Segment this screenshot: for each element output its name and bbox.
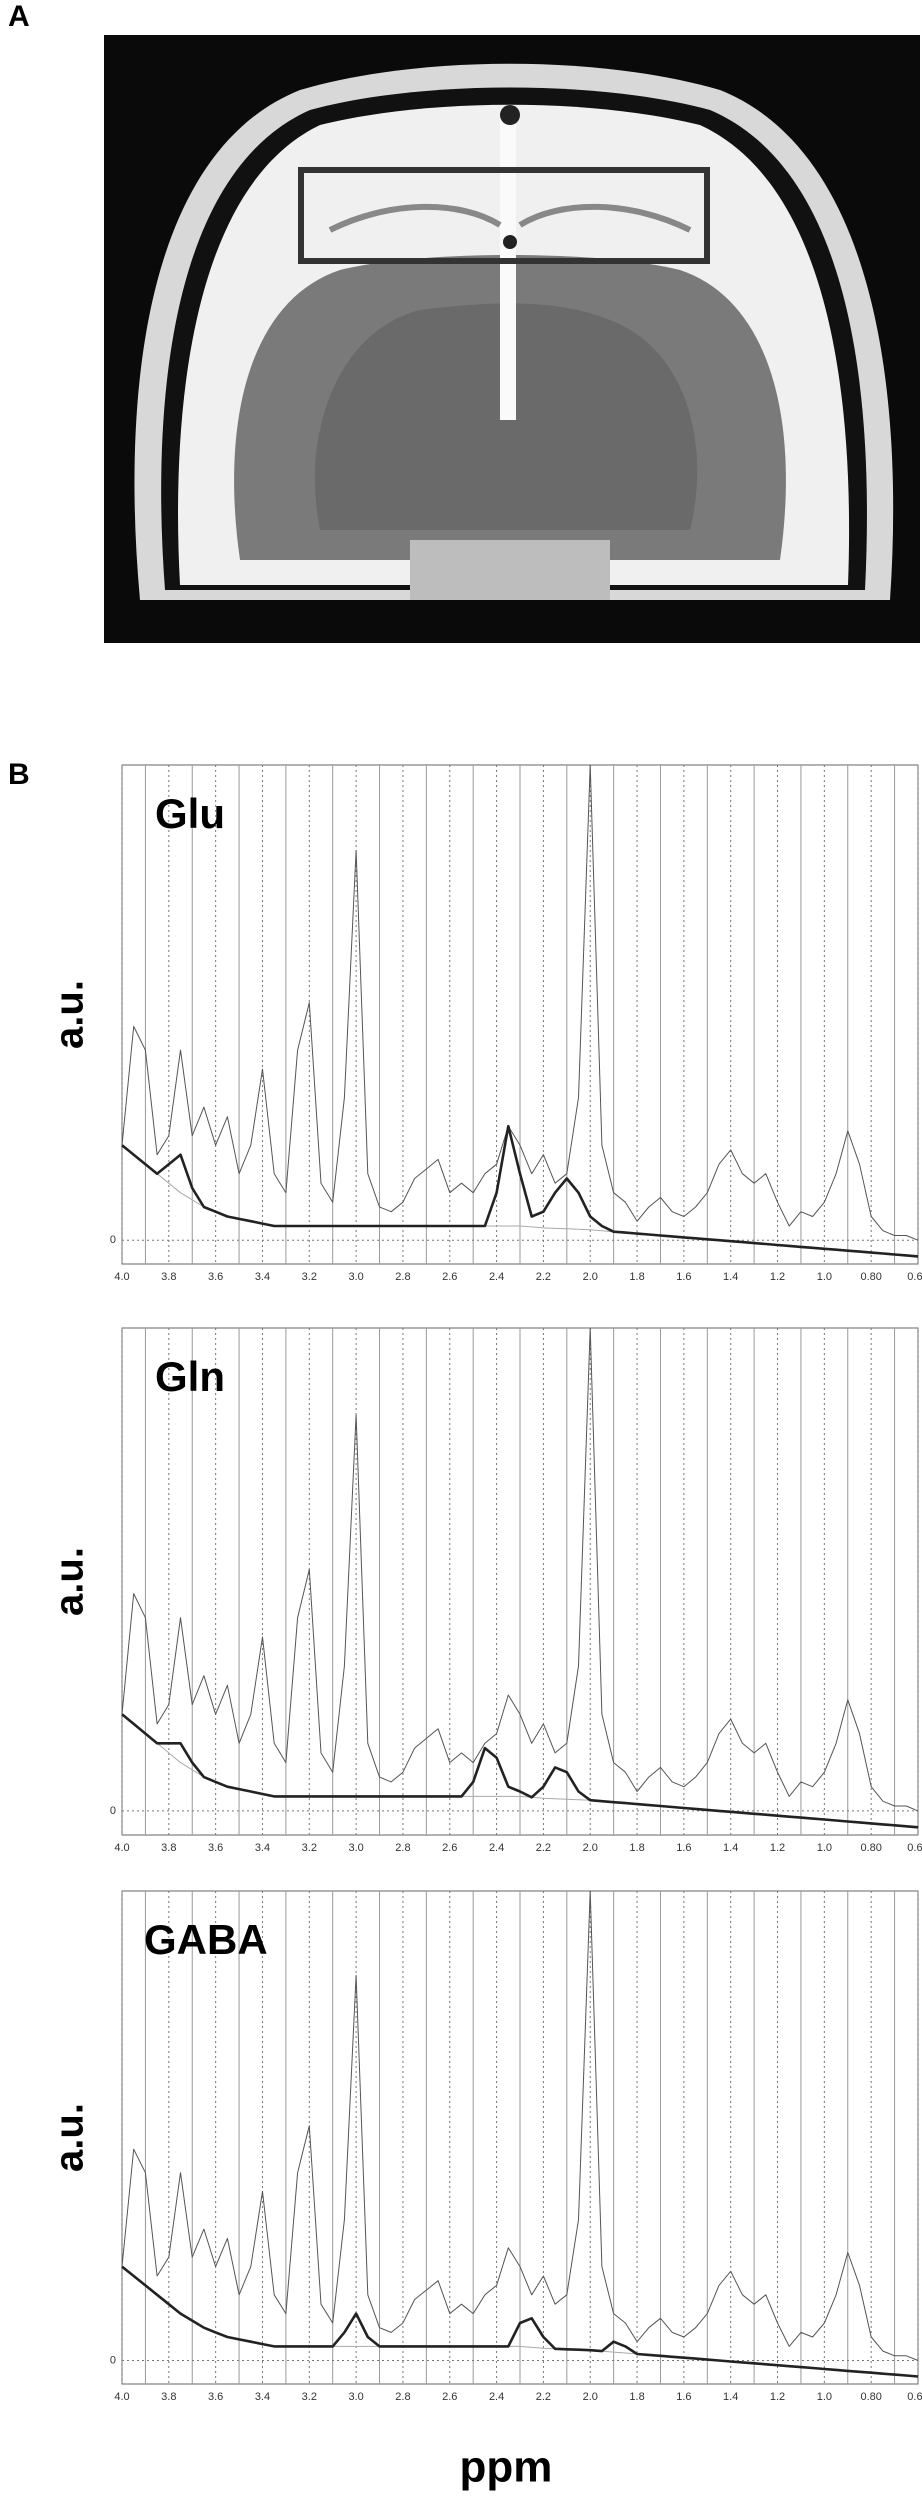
- x-tick-label: 3.6: [208, 1842, 223, 1854]
- x-tick-label: 0.80: [860, 1842, 881, 1854]
- x-tick-label: 2.2: [536, 2391, 551, 2403]
- panel-label: B: [8, 758, 30, 791]
- x-tick-label: 2.6: [442, 1271, 457, 1283]
- x-tick-label: 3.6: [208, 2391, 223, 2403]
- y-axis-label: a.u.: [48, 2103, 92, 2172]
- x-tick-label: 1.4: [723, 1842, 738, 1854]
- spectrum-line: [121, 1327, 919, 1812]
- x-tick-label: 1.6: [676, 1271, 691, 1283]
- x-tick-label: 4.0: [114, 1842, 129, 1854]
- chart-title: Glu: [155, 790, 225, 837]
- spectrum-line: [121, 764, 919, 1241]
- x-tick-label: 1.6: [676, 2391, 691, 2403]
- y-axis-label: a.u.: [48, 1547, 92, 1616]
- x-tick-label: 2.8: [395, 2391, 410, 2403]
- x-tick-label: 2.2: [536, 1271, 551, 1283]
- x-tick-label: 4.0: [114, 2391, 129, 2403]
- x-tick-label: 2.4: [489, 2391, 504, 2403]
- x-tick-label: 2.8: [395, 1842, 410, 1854]
- panel-label: A: [8, 0, 30, 33]
- x-tick-label: 0.80: [860, 1271, 881, 1283]
- x-tick-label: 2.6: [442, 2391, 457, 2403]
- spectrum-line: [121, 2265, 919, 2378]
- x-tick-label: 3.0: [348, 1271, 363, 1283]
- x-tick-label: 1.8: [629, 1271, 644, 1283]
- x-tick-label: 3.2: [302, 1271, 317, 1283]
- x-tick-label: 3.0: [348, 2391, 363, 2403]
- x-tick-label: 3.8: [161, 1842, 176, 1854]
- y-tick-label: 0: [110, 1234, 116, 1246]
- x-tick-label: 0.80: [860, 2391, 881, 2403]
- x-tick-label: 1.8: [629, 1842, 644, 1854]
- spectrum-line: [121, 1124, 919, 1258]
- x-tick-label: 1.0: [817, 1271, 832, 1283]
- x-tick-label: 2.0: [583, 1271, 598, 1283]
- x-tick-label: 4.0: [114, 1271, 129, 1283]
- spectrum-line: [121, 1890, 919, 2361]
- x-tick-label: 3.2: [302, 2391, 317, 2403]
- x-tick-label: 2.0: [583, 1842, 598, 1854]
- x-tick-label: 2.0: [583, 2391, 598, 2403]
- x-tick-label: 1.4: [723, 2391, 738, 2403]
- x-tick-label: 2.4: [489, 1842, 504, 1854]
- x-tick-label: 0.60: [907, 1842, 922, 1854]
- x-tick-label: 3.0: [348, 1842, 363, 1854]
- x-axis-label: ppm: [460, 2443, 553, 2492]
- x-tick-label: 3.4: [255, 2391, 270, 2403]
- x-tick-label: 1.0: [817, 1842, 832, 1854]
- x-tick-label: 1.0: [817, 2391, 832, 2403]
- x-tick-label: 3.8: [161, 2391, 176, 2403]
- mri-image: [104, 35, 920, 643]
- x-tick-label: 1.2: [770, 1842, 785, 1854]
- x-tick-label: 2.4: [489, 1271, 504, 1283]
- chart-title: Gln: [155, 1353, 225, 1400]
- x-tick-label: 3.8: [161, 1271, 176, 1283]
- y-tick-label: 0: [110, 1805, 116, 1817]
- x-tick-label: 3.2: [302, 1842, 317, 1854]
- x-tick-label: 1.4: [723, 1271, 738, 1283]
- spectrum-line: [121, 1713, 919, 1829]
- x-tick-label: 1.8: [629, 2391, 644, 2403]
- x-tick-label: 3.4: [255, 1842, 270, 1854]
- x-tick-label: 1.2: [770, 2391, 785, 2403]
- x-tick-label: 1.6: [676, 1842, 691, 1854]
- x-tick-label: 2.2: [536, 1842, 551, 1854]
- x-tick-label: 3.4: [255, 1271, 270, 1283]
- chart-title: GABA: [144, 1916, 268, 1963]
- x-tick-label: 3.6: [208, 1271, 223, 1283]
- x-tick-label: 2.8: [395, 1271, 410, 1283]
- x-tick-label: 0.60: [907, 1271, 922, 1283]
- x-tick-label: 1.2: [770, 1271, 785, 1283]
- x-tick-label: 2.6: [442, 1842, 457, 1854]
- y-tick-label: 0: [110, 2354, 116, 2366]
- y-axis-label: a.u.: [48, 980, 92, 1049]
- x-tick-label: 0.60: [907, 2391, 922, 2403]
